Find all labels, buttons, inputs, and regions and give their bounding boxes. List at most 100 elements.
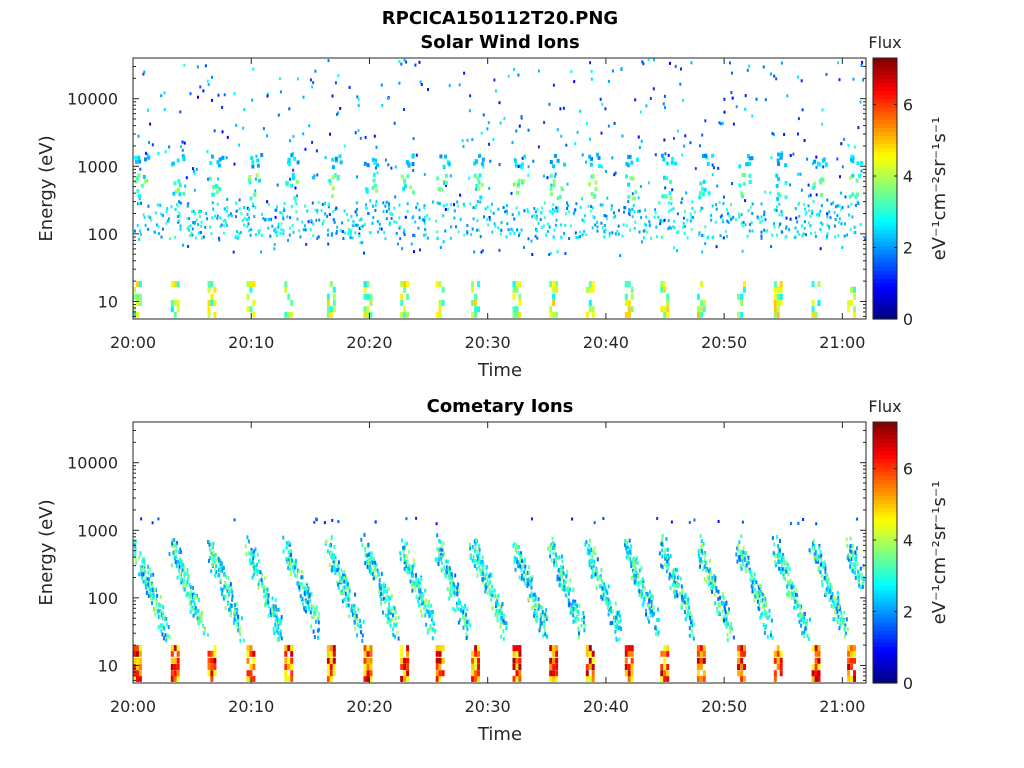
flux-cell	[228, 592, 231, 597]
flux-cell	[797, 117, 800, 121]
flux-cell	[663, 650, 667, 657]
flux-cell	[304, 147, 307, 151]
flux-cell	[569, 587, 572, 592]
flux-cell	[311, 140, 314, 144]
flux-cell	[658, 617, 661, 622]
x-tick-label: 21:00	[819, 333, 865, 352]
flux-cell	[756, 599, 759, 604]
flux-cell	[538, 604, 541, 609]
flux-cell	[246, 225, 249, 229]
flux-cell	[270, 613, 272, 617]
flux-cell	[247, 217, 250, 221]
flux-cell	[542, 622, 545, 627]
flux-cell	[850, 286, 853, 293]
flux-cell	[326, 675, 330, 682]
flux-cell	[540, 210, 543, 214]
flux-cell	[350, 604, 353, 609]
flux-cell	[649, 97, 652, 100]
flux-cell	[671, 156, 675, 161]
flux-cell	[147, 577, 150, 582]
flux-cell	[552, 293, 556, 300]
flux-cell	[807, 183, 810, 187]
flux-cell	[847, 664, 851, 670]
flux-cell	[231, 589, 234, 594]
colorbar-step	[873, 678, 897, 684]
flux-cell	[474, 675, 478, 682]
flux-cell	[564, 224, 567, 227]
flux-cell	[233, 613, 236, 618]
colorbar-step	[873, 168, 897, 173]
flux-cell	[369, 300, 373, 306]
flux-cell	[188, 228, 191, 232]
flux-cell	[337, 560, 340, 565]
flux-cell	[403, 560, 406, 564]
flux-cell	[744, 199, 747, 203]
flux-cell	[702, 567, 705, 572]
flux-cell	[635, 573, 638, 578]
flux-cell	[242, 638, 245, 643]
flux-cell	[589, 137, 591, 141]
flux-cell	[780, 61, 783, 65]
flux-cell	[213, 311, 217, 318]
flux-cell	[839, 623, 842, 628]
flux-cell	[788, 593, 791, 598]
flux-cell	[207, 83, 210, 86]
flux-cell	[745, 569, 748, 574]
flux-cell	[459, 617, 462, 622]
flux-cell	[235, 623, 238, 628]
flux-cell	[374, 575, 377, 580]
flux-cell	[596, 229, 599, 233]
flux-cell	[727, 610, 730, 615]
flux-cell	[765, 612, 768, 617]
flux-cell	[576, 130, 579, 134]
flux-cell	[435, 657, 439, 664]
flux-cell	[165, 638, 168, 643]
flux-cell	[237, 617, 240, 622]
flux-cell	[773, 300, 777, 306]
flux-cell	[820, 192, 823, 197]
flux-cell	[150, 587, 153, 592]
flux-cell	[265, 599, 268, 603]
flux-cell	[230, 610, 232, 615]
flux-cell	[258, 579, 261, 584]
flux-cell	[412, 169, 415, 172]
flux-cell	[585, 670, 589, 677]
flux-cell	[224, 218, 227, 222]
colorbar-step	[873, 74, 897, 79]
flux-cell	[748, 560, 750, 565]
panel-title: Solar Wind Ions	[420, 32, 579, 53]
flux-cell	[417, 580, 420, 585]
flux-cell	[462, 625, 465, 630]
flux-cell	[215, 564, 217, 569]
flux-cell	[207, 664, 211, 670]
flux-cell	[637, 210, 639, 214]
flux-cell	[492, 606, 495, 611]
flux-cell	[737, 670, 741, 677]
flux-cell	[178, 219, 181, 223]
flux-cell	[771, 132, 774, 136]
flux-cell	[193, 188, 196, 192]
flux-cell	[817, 650, 821, 657]
flux-cell	[449, 588, 452, 593]
flux-cell	[576, 603, 578, 608]
flux-cell	[155, 599, 158, 604]
flux-cell	[353, 604, 356, 609]
flux-cell	[648, 598, 650, 603]
flux-cell	[587, 549, 590, 554]
flux-cell	[726, 208, 729, 212]
flux-cell	[235, 602, 238, 607]
flux-cell	[246, 213, 249, 216]
flux-cell	[528, 565, 531, 570]
flux-cell	[322, 219, 325, 223]
flux-cell	[591, 570, 594, 575]
flux-cell	[553, 153, 557, 158]
flux-cell	[143, 179, 147, 184]
flux-cell	[753, 594, 756, 598]
flux-cell	[661, 219, 664, 223]
flux-cell	[423, 606, 426, 611]
flux-cell	[334, 556, 337, 561]
colorbar-step	[873, 674, 897, 680]
flux-cell	[505, 209, 508, 213]
flux-cell	[585, 540, 588, 545]
flux-cell	[784, 576, 786, 581]
